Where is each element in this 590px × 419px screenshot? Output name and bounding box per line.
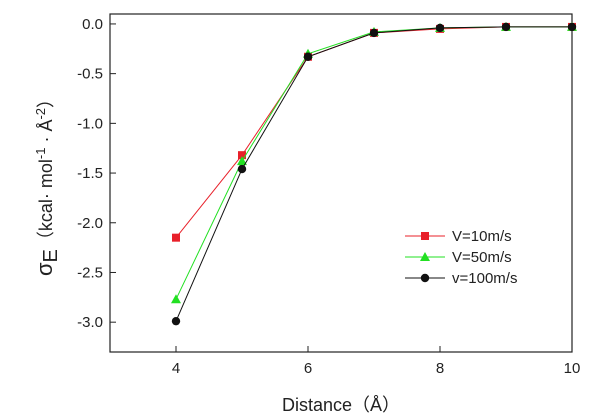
legend-item: v=100m/s xyxy=(405,270,517,287)
data-point xyxy=(369,28,379,38)
legend-marker xyxy=(420,252,430,261)
y-title-sup2: -2 xyxy=(33,108,48,120)
data-point xyxy=(501,22,511,32)
y-tick-label: -1.0 xyxy=(77,115,103,132)
y-title-sup1: -1 xyxy=(33,148,48,160)
data-point xyxy=(237,164,247,174)
y-axis-title: σE（kcal· mol-1 · Å-2） xyxy=(32,90,62,276)
x-axis-title: Distance（Å） xyxy=(282,395,400,415)
y-axis: 0.0 -0.5 -1.0 -1.5 -2.0 -2.5 -3.0 xyxy=(77,16,116,331)
y-tick-label: -2.0 xyxy=(77,215,103,232)
data-point xyxy=(172,233,180,242)
legend-item: V=50m/s xyxy=(405,249,512,266)
legend-item: V=10m/s xyxy=(405,228,512,245)
legend-label: V=10m/s xyxy=(452,228,512,245)
y-title-sub: E xyxy=(40,249,62,262)
data-point xyxy=(237,156,247,166)
data-point xyxy=(435,23,445,33)
data-point xyxy=(171,294,181,304)
legend-label: v=100m/s xyxy=(452,270,517,287)
legend-marker xyxy=(421,232,429,240)
x-tick-label: 4 xyxy=(172,360,180,377)
legend-marker xyxy=(420,273,430,283)
data-point xyxy=(303,52,313,61)
data-point xyxy=(171,316,181,326)
legend: V=10m/s V=50m/s v=100m/s xyxy=(405,228,517,287)
data-point xyxy=(238,151,246,160)
y-tick-label: 0.0 xyxy=(82,16,103,33)
x-tick-label: 6 xyxy=(304,360,312,377)
y-title-close: ） xyxy=(36,90,56,108)
y-title-open: （kcal· mol xyxy=(36,159,56,249)
x-tick-label: 10 xyxy=(564,360,581,377)
series-layer xyxy=(171,21,577,326)
data-point xyxy=(567,22,577,32)
y-title-sigma: σ xyxy=(32,262,57,276)
y-tick-label: -1.5 xyxy=(77,165,103,182)
legend-label: V=50m/s xyxy=(452,249,512,266)
series-circle xyxy=(171,22,577,326)
y-tick-label: -0.5 xyxy=(77,66,103,83)
x-tick-label: 8 xyxy=(436,360,444,377)
x-axis: 4 6 8 10 xyxy=(172,346,581,377)
y-title-mid: · Å xyxy=(36,120,56,148)
y-tick-label: -3.0 xyxy=(77,314,103,331)
y-tick-label: -2.5 xyxy=(77,264,103,281)
